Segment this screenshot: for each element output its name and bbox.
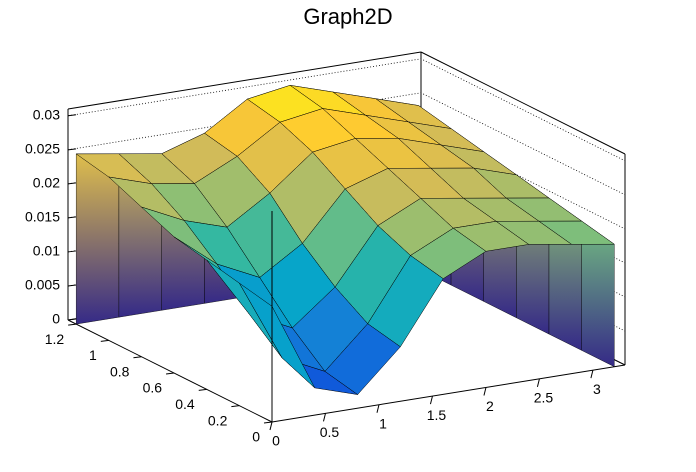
z-tick-label: 0.025 bbox=[25, 141, 60, 157]
y-tick bbox=[263, 421, 273, 424]
z-tick-label: 0.015 bbox=[25, 209, 60, 225]
x-tick-label: 3 bbox=[593, 381, 601, 397]
y-tick bbox=[166, 372, 175, 375]
y-tick bbox=[100, 339, 109, 342]
x-tick bbox=[269, 421, 273, 431]
z-tick bbox=[67, 114, 77, 117]
x-tick bbox=[483, 387, 487, 396]
x-tick-label: 0.5 bbox=[320, 424, 340, 440]
z-tick-label: 0.005 bbox=[25, 277, 60, 293]
x-tick-label: 1.5 bbox=[427, 407, 447, 423]
x-axis bbox=[271, 364, 626, 423]
z-tick bbox=[67, 216, 77, 219]
z-tick-label: 0.03 bbox=[33, 107, 60, 123]
z-tick bbox=[67, 318, 77, 321]
x-tick bbox=[536, 378, 540, 387]
x-tick bbox=[429, 395, 433, 405]
y-tick-label: 0.8 bbox=[110, 363, 130, 379]
surface-cell bbox=[239, 282, 316, 389]
z-tick bbox=[67, 284, 77, 287]
z-tick bbox=[67, 250, 77, 253]
box-edge bbox=[420, 51, 626, 155]
y-tick-label: 0 bbox=[252, 429, 260, 445]
box-edge bbox=[67, 51, 422, 110]
y-tick-label: 1 bbox=[89, 347, 97, 363]
z-tick bbox=[67, 148, 77, 151]
x-tick bbox=[590, 370, 594, 379]
x-tick-label: 2 bbox=[486, 398, 494, 414]
x-tick bbox=[376, 404, 380, 413]
z-tick-label: 0 bbox=[52, 311, 60, 327]
x-tick-label: 2.5 bbox=[534, 390, 554, 406]
y-tick bbox=[231, 405, 240, 408]
z-tick-label: 0.01 bbox=[33, 243, 60, 259]
z-tick bbox=[67, 182, 77, 185]
y-tick-label: 0.4 bbox=[175, 396, 195, 412]
y-tick bbox=[198, 388, 207, 391]
x-tick-label: 0 bbox=[272, 433, 280, 449]
grid-line bbox=[67, 58, 626, 162]
y-axis bbox=[67, 319, 273, 423]
grid-line bbox=[67, 92, 626, 196]
y-tick-label: 0.6 bbox=[143, 380, 163, 396]
x-tick-label: 1 bbox=[379, 415, 387, 431]
z-tick-label: 0.02 bbox=[33, 175, 60, 191]
chart-title: Graph2D bbox=[303, 4, 392, 29]
y-tick-label: 0.2 bbox=[208, 412, 228, 428]
x-tick bbox=[322, 413, 326, 422]
y-tick bbox=[133, 356, 142, 359]
y-tick-label: 1.2 bbox=[45, 331, 65, 347]
y-tick bbox=[68, 323, 77, 326]
